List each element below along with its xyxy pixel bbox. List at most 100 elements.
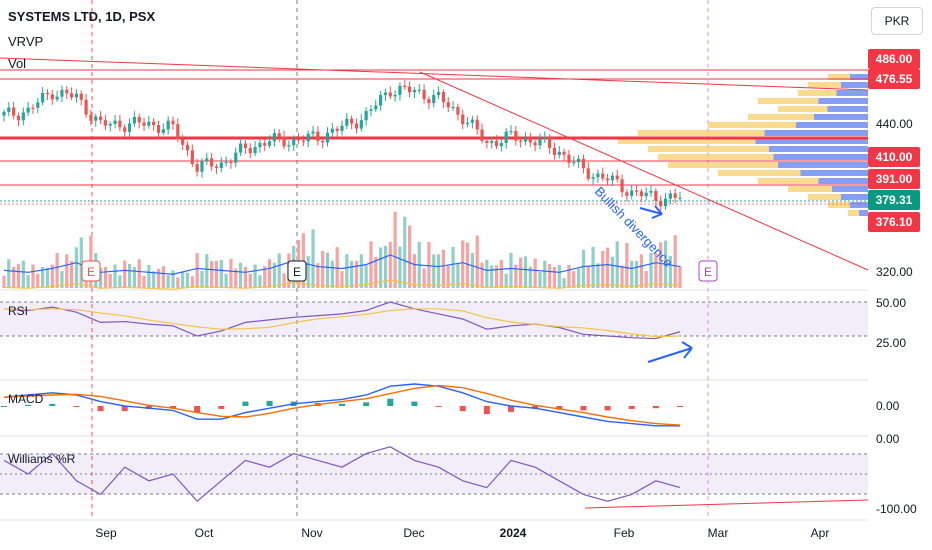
candle-body <box>171 120 175 125</box>
williams-pane-label[interactable]: Williams %R <box>8 452 76 466</box>
macd-line <box>3 383 680 427</box>
macd-histogram-bar <box>73 406 80 407</box>
candle-body <box>543 136 547 139</box>
candle-body <box>26 107 30 113</box>
volume-bar <box>152 271 156 288</box>
volume-bar <box>393 211 397 288</box>
volume-bar <box>171 270 175 288</box>
candle-body <box>74 93 79 98</box>
candle-body <box>21 112 25 121</box>
candle-body <box>219 162 223 168</box>
volume-bar <box>50 264 54 288</box>
macd-histogram-bar <box>25 404 32 406</box>
candle-body <box>577 158 581 163</box>
earnings-marker-3[interactable]: E <box>698 260 718 282</box>
candle-body <box>45 92 50 95</box>
volume-bar <box>350 260 354 288</box>
candle-body <box>60 89 64 97</box>
candle-body <box>156 125 161 133</box>
volume-profile-bar <box>828 202 850 208</box>
candle-body <box>620 179 624 193</box>
candle-body <box>562 151 566 155</box>
candle-body <box>398 85 402 95</box>
candle-body <box>166 120 170 130</box>
candle-body <box>190 150 194 164</box>
candle-body <box>311 131 315 134</box>
candle-body <box>325 132 330 143</box>
candle-body <box>374 105 378 110</box>
volume-profile-bar <box>668 162 778 168</box>
candle-body <box>605 178 610 181</box>
volume-bar <box>388 241 392 288</box>
rsi-pane-label[interactable]: RSI <box>8 304 29 318</box>
candle-body <box>509 130 513 133</box>
earnings-marker-2[interactable]: E <box>287 260 307 282</box>
volume-bar <box>176 277 180 288</box>
macd-histogram-bar <box>1 406 7 407</box>
volume-profile-bar <box>748 114 814 120</box>
volume-bar <box>79 237 83 288</box>
divergence-annotation: Bullish divergence <box>592 184 676 270</box>
last-price-tag: 379.31 <box>868 190 920 210</box>
volume-profile-bar <box>836 90 868 96</box>
candle-body <box>243 143 248 148</box>
x-tick-oct: Oct <box>194 526 214 540</box>
indicator-vol-label[interactable]: Vol <box>8 56 27 71</box>
volume-bar <box>316 263 320 288</box>
candle-body <box>200 161 204 172</box>
volume-bar <box>263 266 267 288</box>
candle-body <box>644 192 648 197</box>
macd-histogram-bar <box>194 406 201 413</box>
volume-bar <box>654 253 658 288</box>
volume-bar <box>490 265 494 288</box>
volume-profile-bar <box>618 138 756 144</box>
volume-bar <box>330 260 334 288</box>
volume-bar <box>248 273 252 288</box>
candle-body <box>668 193 672 199</box>
volume-bar <box>253 264 257 288</box>
candle-body <box>301 140 305 142</box>
candle-body <box>292 138 296 146</box>
volume-profile-bar <box>778 106 828 112</box>
x-tick-dec: Dec <box>403 526 425 540</box>
volume-bar <box>659 242 663 288</box>
candle-body <box>316 131 320 141</box>
price-tick-320: 320.00 <box>876 265 913 279</box>
volume-bar <box>591 246 595 288</box>
volume-bar <box>258 275 262 288</box>
volume-bar <box>528 266 532 288</box>
price-tag-391: 391.00 <box>868 169 920 189</box>
volume-bar <box>678 265 682 288</box>
candle-body <box>224 161 228 164</box>
volume-bar <box>340 271 344 288</box>
volume-bar <box>548 264 552 288</box>
candle-body <box>383 92 388 96</box>
volume-profile-bar <box>758 98 819 104</box>
volume-bar <box>605 247 610 288</box>
svg-text:E: E <box>87 265 95 279</box>
candle-body <box>528 138 532 143</box>
candle-body <box>480 129 484 141</box>
candle-body <box>403 85 407 88</box>
candle-body <box>65 89 69 94</box>
indicator-vrvp-label[interactable]: VRVP <box>8 34 44 49</box>
macd-pane-label[interactable]: MACD <box>8 392 44 406</box>
volume-bar <box>543 260 547 288</box>
volume-bar <box>166 275 170 288</box>
volume-profile <box>618 74 868 216</box>
earnings-marker-1[interactable]: E <box>81 260 101 282</box>
volume-bar <box>615 241 619 288</box>
volume-profile-bar <box>778 162 868 168</box>
volume-profile-bar <box>796 122 868 128</box>
volume-bar <box>644 271 648 288</box>
candle-body <box>586 168 590 179</box>
candle-body <box>456 106 460 115</box>
macd-histogram-bar <box>508 406 514 412</box>
candle-body <box>181 139 185 145</box>
candle-body <box>41 92 45 103</box>
candle-body <box>485 140 489 143</box>
candle-body <box>659 200 663 207</box>
currency-button[interactable]: PKR <box>871 7 923 35</box>
candle-body <box>340 125 344 131</box>
